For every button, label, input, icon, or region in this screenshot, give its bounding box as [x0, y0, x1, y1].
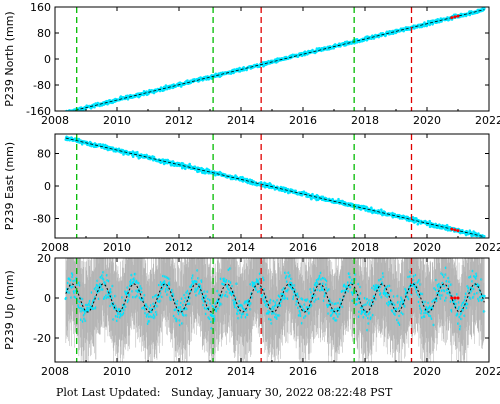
data-point [284, 186, 288, 190]
x-tick-label: 2020 [413, 365, 441, 378]
data-point [279, 185, 283, 189]
data-point [428, 219, 432, 223]
offset-point [450, 296, 454, 300]
panel-3: 2008 2010 2012 2014 2016 2018 2020 2022 -20 0 20 P2… [3, 252, 500, 378]
data-point [197, 170, 200, 173]
data-point [126, 98, 130, 101]
y-tick-label: 0 [44, 180, 51, 193]
x-tick-label: 2018 [351, 241, 379, 254]
data-point [294, 189, 298, 193]
x-tick-label: 2016 [289, 241, 317, 254]
x-tick-label: 2008 [41, 365, 69, 378]
data-point [286, 187, 290, 191]
panel-1-data [65, 7, 486, 111]
offset-point [456, 229, 460, 233]
x-tick-label: 2022 [475, 241, 500, 254]
data-point [468, 229, 472, 232]
x-tick-label: 2010 [103, 241, 131, 254]
y-tick-label: 20 [37, 252, 51, 265]
data-point [337, 197, 340, 201]
panel-2: 2008 2010 2012 2014 2016 2018 2020 2022 -80 0 80 P2… [3, 133, 500, 254]
x-tick-label: 2010 [103, 114, 131, 127]
data-point [380, 208, 383, 211]
x-tick-label: 2010 [103, 365, 131, 378]
data-point [416, 222, 420, 226]
offset-point [450, 16, 454, 20]
data-point [235, 282, 238, 286]
data-point [131, 150, 135, 153]
data-point [310, 197, 313, 201]
data-point [213, 170, 216, 173]
offset-point [456, 14, 460, 18]
x-tick-label: 2012 [165, 241, 193, 254]
x-tick-label: 2020 [413, 241, 441, 254]
data-point [391, 211, 394, 215]
x-tick-label: 2020 [413, 114, 441, 127]
y-axis-label: P239 Up (mm) [3, 270, 16, 350]
trend-line [65, 137, 485, 238]
data-point [93, 105, 96, 109]
y-tick-label: -20 [33, 332, 51, 345]
y-tick-label: 160 [30, 1, 51, 14]
data-point [161, 158, 165, 161]
offset-point [453, 228, 457, 232]
data-point [483, 294, 486, 298]
x-tick-label: 2008 [41, 241, 69, 254]
data-point [483, 235, 486, 238]
data-point [184, 167, 187, 171]
y-tick-label: -80 [33, 213, 51, 226]
offset-point [450, 227, 454, 231]
x-tick-label: 2022 [475, 365, 500, 378]
offset-point [453, 296, 457, 300]
x-tick-label: 2014 [227, 114, 255, 127]
x-tick-label: 2012 [165, 114, 193, 127]
y-tick-label: 80 [37, 27, 51, 40]
data-point [440, 20, 443, 23]
x-tick-label: 2016 [289, 365, 317, 378]
y-tick-label: -80 [33, 79, 51, 92]
y-axis-label: P239 East (mm) [3, 142, 16, 230]
data-point [131, 155, 135, 158]
trend-line [70, 9, 485, 111]
x-tick-label: 2022 [475, 114, 500, 127]
y-tick-label: 0 [44, 53, 51, 66]
footer-label: Plot Last Updated: [56, 386, 161, 399]
y-axis-label: P239 North (mm) [3, 11, 16, 106]
data-point [432, 323, 436, 327]
x-tick-label: 2018 [351, 365, 379, 378]
offset-point [456, 296, 460, 300]
data-point [288, 190, 292, 194]
data-point [311, 192, 314, 196]
panel-3-data [64, 258, 486, 362]
y-tick-label: 80 [37, 148, 51, 161]
data-point [461, 229, 464, 232]
panel-1: 2008 2010 2012 2014 2016 2018 2020 2022 -160 -80 0… [3, 1, 500, 127]
x-tick-label: 2014 [227, 365, 255, 378]
data-point [136, 150, 139, 154]
footer-timestamp: Sunday, January 30, 2022 08:22:48 PST [170, 386, 393, 399]
x-tick-label: 2012 [165, 365, 193, 378]
seasonal-model-line [65, 283, 485, 313]
panel-2-data [64, 135, 486, 238]
y-tick-label: 0 [44, 292, 51, 305]
offset-point [453, 15, 457, 19]
x-tick-label: 2014 [227, 241, 255, 254]
x-tick-label: 2008 [41, 114, 69, 127]
x-tick-label: 2018 [351, 114, 379, 127]
data-point [152, 155, 156, 159]
plot-last-updated: Plot Last Updated: Sunday, January 30, 2… [56, 386, 392, 399]
y-tick-label: -160 [26, 105, 51, 118]
data-point [483, 7, 486, 10]
x-tick-label: 2016 [289, 114, 317, 127]
data-point [482, 310, 486, 313]
